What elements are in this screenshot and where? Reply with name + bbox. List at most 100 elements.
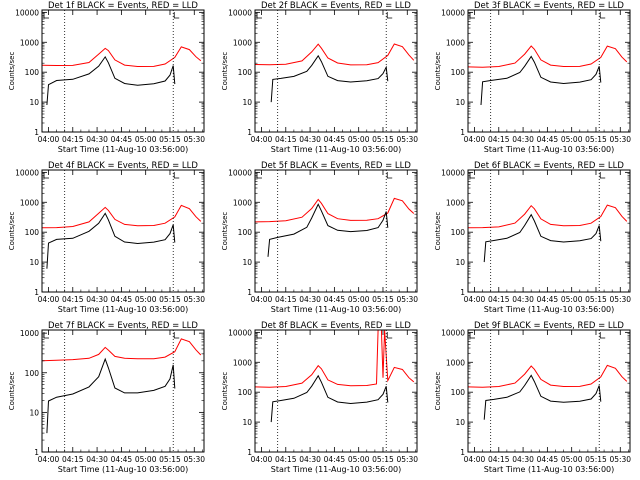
x-tick-label: 04:30 <box>86 295 108 304</box>
x-tick-label: 04:45 <box>537 135 559 144</box>
plot-frame <box>41 9 205 133</box>
chart-panel-1: Det 1f BLACK = Events, RED = LLD 1 10 100 10… <box>8 1 205 154</box>
lld-series-line <box>468 45 628 68</box>
x-tick-label: 04:00 <box>38 295 60 304</box>
y-tick-label: 10000 <box>15 168 39 177</box>
x-tick-label: 04:15 <box>62 135 84 144</box>
chart-panel-8: Det 8f BLACK = Events, RED = LLD 1 10 100 10… <box>221 321 418 474</box>
chart-title: Det 4f BLACK = Events, RED = LLD <box>48 161 198 171</box>
y-axis-label: Counts/sec <box>8 372 16 411</box>
x-tick-label: 05:30 <box>183 455 205 464</box>
x-tick-label: 05:30 <box>396 295 418 304</box>
x-axis-label: Start Time (11-Aug-10 03:56:00) <box>484 465 615 474</box>
y-tick-label: 10000 <box>441 8 465 17</box>
y-tick-label: 10 <box>455 258 465 267</box>
lld-series-line <box>255 330 415 388</box>
y-tick-label: 1000 <box>233 38 252 47</box>
x-tick-label: 04:30 <box>512 135 534 144</box>
x-tick-label: 04:30 <box>299 455 321 464</box>
x-tick-label: 05:00 <box>348 135 370 144</box>
events-series-line <box>267 203 389 257</box>
y-tick-label: 1000 <box>20 198 39 207</box>
x-tick-label: 04:45 <box>537 295 559 304</box>
events-series-line <box>46 357 176 434</box>
x-tick-label: 05:00 <box>561 295 583 304</box>
chart-title: Det 3f BLACK = Events, RED = LLD <box>474 1 624 11</box>
end-bracket-marker <box>599 332 606 339</box>
y-tick-label: 100 <box>451 388 466 397</box>
y-axis-label: Counts/sec <box>434 212 442 251</box>
chart-panel-3: Det 3f BLACK = Events, RED = LLD 1 10 100 10… <box>434 1 631 154</box>
x-tick-label: 04:45 <box>324 295 346 304</box>
chart-panel-2: Det 2f BLACK = Events, RED = LLD 1 10 100 10… <box>221 1 418 154</box>
x-tick-label: 04:15 <box>275 455 297 464</box>
y-tick-label: 100 <box>25 68 40 77</box>
lld-series-line <box>255 197 415 223</box>
y-tick-label: 1000 <box>233 198 252 207</box>
x-axis-label: Start Time (11-Aug-10 03:56:00) <box>271 465 402 474</box>
chart-title: Det 8f BLACK = Events, RED = LLD <box>261 321 411 331</box>
y-tick-label: 1 <box>34 288 39 297</box>
x-tick-label: 04:00 <box>251 135 273 144</box>
y-tick-label: 1 <box>460 128 465 137</box>
x-tick-label: 04:00 <box>464 455 486 464</box>
y-tick-label: 1000 <box>446 358 465 367</box>
x-tick-label: 04:00 <box>38 455 60 464</box>
x-tick-label: 04:30 <box>299 295 321 304</box>
y-tick-label: 100 <box>25 369 40 378</box>
y-tick-label: 10 <box>242 418 252 427</box>
end-bracket-marker <box>173 172 180 179</box>
events-series-line <box>270 374 389 423</box>
plot-frame <box>41 329 205 453</box>
lld-series-line <box>42 204 202 229</box>
x-tick-label: 04:30 <box>512 455 534 464</box>
plot-frame <box>467 169 631 293</box>
x-tick-label: 04:00 <box>251 295 273 304</box>
x-tick-label: 04:00 <box>464 295 486 304</box>
y-tick-label: 1 <box>460 288 465 297</box>
y-tick-label: 1 <box>460 448 465 457</box>
y-tick-label: 10000 <box>228 168 252 177</box>
x-tick-label: 05:00 <box>348 455 370 464</box>
x-tick-label: 04:30 <box>86 455 108 464</box>
x-tick-label: 05:00 <box>561 455 583 464</box>
x-tick-label: 05:00 <box>561 135 583 144</box>
x-tick-label: 04:00 <box>38 135 60 144</box>
plot-frame <box>254 169 418 293</box>
y-axis-label: Counts/sec <box>221 52 229 91</box>
x-axis-label: Start Time (11-Aug-10 03:56:00) <box>58 305 189 314</box>
y-tick-label: 100 <box>238 388 253 397</box>
x-tick-label: 05:30 <box>396 135 418 144</box>
x-tick-label: 05:30 <box>183 295 205 304</box>
x-tick-label: 05:15 <box>159 135 181 144</box>
y-tick-label: 10 <box>29 408 39 417</box>
x-tick-label: 04:15 <box>488 295 510 304</box>
events-series-line <box>483 213 602 263</box>
y-tick-label: 100 <box>238 68 253 77</box>
x-tick-label: 05:15 <box>585 295 607 304</box>
y-tick-label: 1000 <box>446 198 465 207</box>
x-tick-label: 04:00 <box>464 135 486 144</box>
y-tick-label: 1 <box>247 288 252 297</box>
chart-panel-9: Det 9f BLACK = Events, RED = LLD 1 10 100 10… <box>434 321 631 474</box>
y-axis-label: Counts/sec <box>221 212 229 251</box>
x-tick-label: 04:15 <box>275 135 297 144</box>
x-tick-label: 04:30 <box>86 135 108 144</box>
x-tick-label: 04:15 <box>62 455 84 464</box>
end-bracket-marker <box>173 332 180 339</box>
y-tick-label: 10000 <box>15 8 39 17</box>
x-tick-label: 04:45 <box>111 455 133 464</box>
y-tick-label: 10 <box>455 98 465 107</box>
x-tick-label: 05:00 <box>348 295 370 304</box>
end-bracket-marker <box>386 172 393 179</box>
lld-series-line <box>255 43 415 66</box>
y-tick-label: 1 <box>34 128 39 137</box>
x-tick-label: 04:15 <box>62 295 84 304</box>
y-tick-label: 1 <box>247 128 252 137</box>
end-bracket-marker <box>599 172 606 179</box>
x-tick-label: 05:15 <box>159 295 181 304</box>
lld-series-line <box>468 204 628 229</box>
chart-panel-7: Det 7f BLACK = Events, RED = LLD 1 10 100 10… <box>8 321 205 474</box>
x-tick-label: 04:15 <box>488 135 510 144</box>
